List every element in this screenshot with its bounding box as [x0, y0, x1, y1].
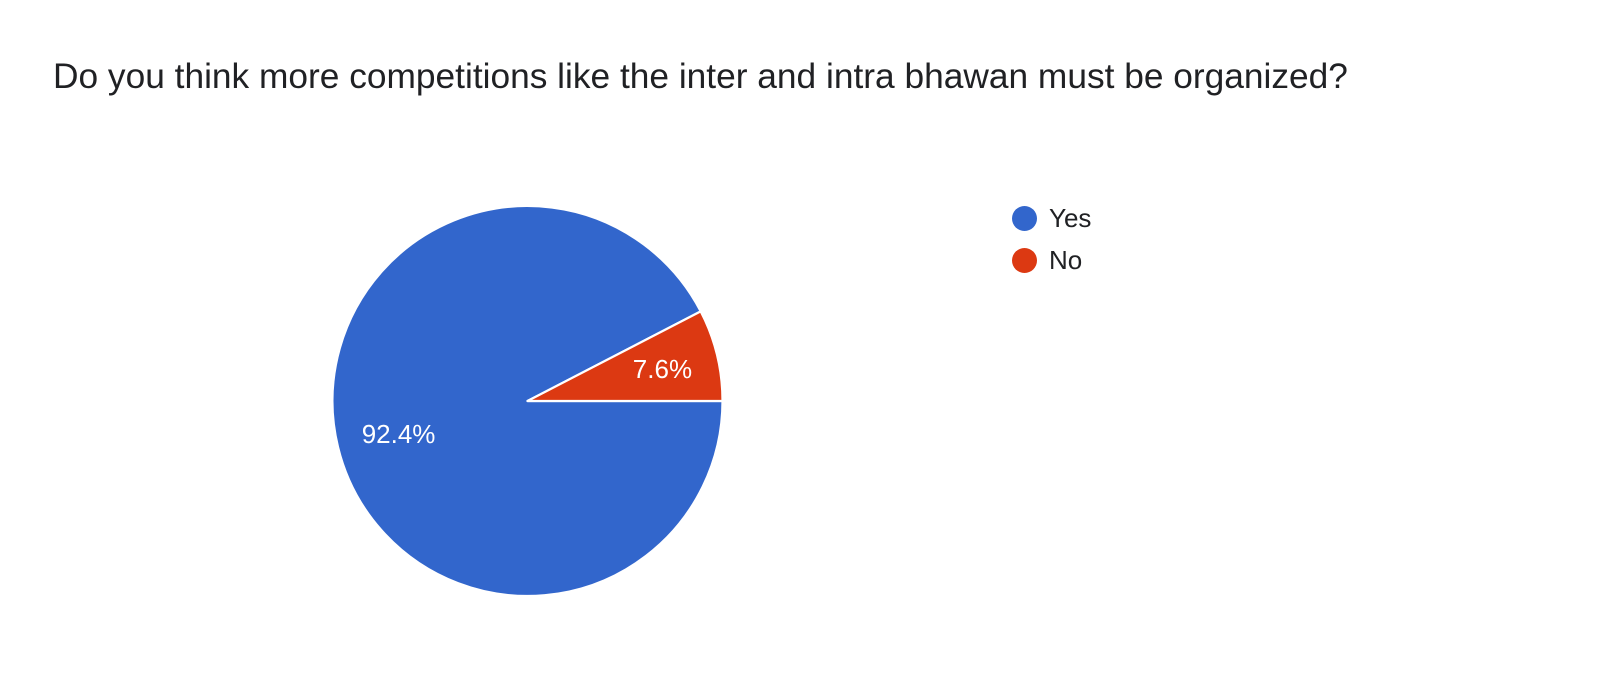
- svg-text:92.4%: 92.4%: [362, 419, 436, 449]
- svg-text:7.6%: 7.6%: [633, 354, 692, 384]
